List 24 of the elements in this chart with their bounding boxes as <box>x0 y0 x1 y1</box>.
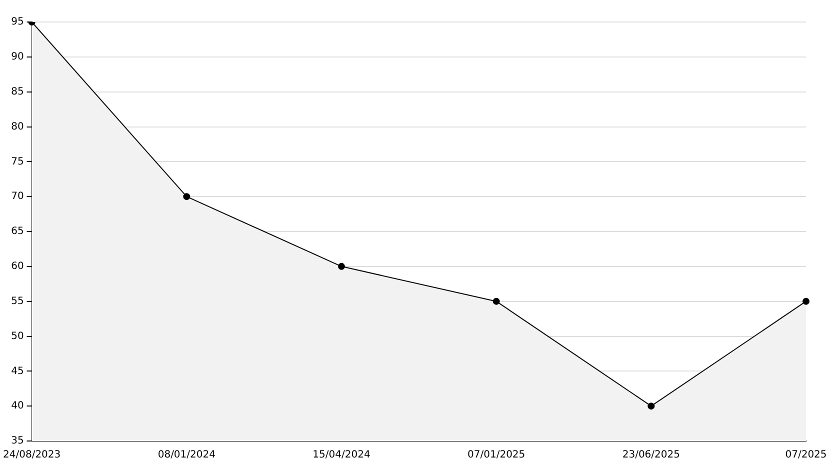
point <box>802 298 810 305</box>
point <box>183 193 190 200</box>
y-tick-label: 60 <box>11 261 24 272</box>
y-tick-label: 75 <box>11 156 24 168</box>
y-tick-label: 90 <box>11 52 24 63</box>
y-tick-label: 55 <box>11 296 24 307</box>
y-tick-label: 50 <box>11 330 24 342</box>
x-tick-label: 07/2025 <box>785 450 827 461</box>
y-tick-label: 35 <box>11 436 24 447</box>
point <box>492 298 500 305</box>
point <box>338 262 345 270</box>
y-tick-label: 65 <box>11 226 24 238</box>
y-tick-label: 85 <box>11 86 24 98</box>
y-tick-label: 40 <box>11 400 24 412</box>
point <box>648 402 655 410</box>
x-tick-label: 08/01/2024 <box>158 450 216 461</box>
x-tick-label: 23/06/2025 <box>622 450 680 461</box>
x-tick-label: 24/08/2023 <box>3 450 61 461</box>
y-tick-label: 70 <box>11 191 24 202</box>
y-tick-label: 45 <box>11 366 24 377</box>
y-tick-label: 95 <box>11 16 24 28</box>
y-tick-label: 80 <box>11 121 24 132</box>
x-tick-label: 15/04/2024 <box>312 450 370 461</box>
x-tick-label: 07/01/2025 <box>468 450 526 461</box>
